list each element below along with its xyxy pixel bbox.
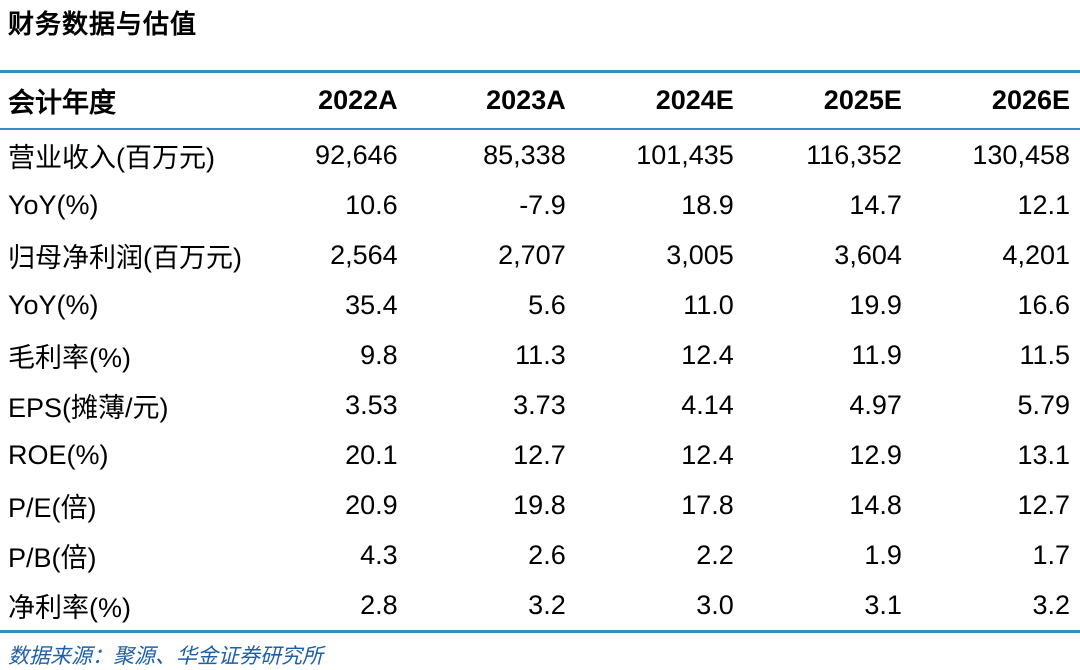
- table-row: 营业收入(百万元) 92,646 85,338 101,435 116,352 …: [0, 129, 1080, 180]
- table-row: P/B(倍) 4.3 2.6 2.2 1.9 1.7: [0, 530, 1080, 580]
- cell-value: 17.8: [681, 489, 734, 520]
- row-label: 净利率(%): [8, 592, 131, 623]
- cell-value: 20.1: [345, 439, 398, 470]
- cell-value: 116,352: [806, 139, 902, 170]
- table-row: EPS(摊薄/元) 3.53 3.73 4.14 4.97 5.79: [0, 380, 1080, 430]
- cell-value: 11.0: [683, 289, 734, 320]
- cell-value: 2.6: [528, 539, 566, 570]
- cell-value: 12.1: [1017, 189, 1070, 220]
- table-row: ROE(%) 20.1 12.7 12.4 12.9 13.1: [0, 430, 1080, 480]
- cell-value: 2,707: [498, 239, 566, 270]
- cell-value: 5.79: [1017, 389, 1070, 420]
- cell-value: 12.4: [681, 439, 734, 470]
- table-row: YoY(%) 35.4 5.6 11.0 19.9 16.6: [0, 280, 1080, 330]
- row-label: 毛利率(%): [8, 342, 131, 373]
- cell-value: -7.9: [519, 189, 566, 220]
- table-row: YoY(%) 10.6 -7.9 18.9 14.7 12.1: [0, 180, 1080, 230]
- cell-value: 2,564: [330, 239, 398, 270]
- cell-value: 4.3: [360, 539, 398, 570]
- cell-value: 92,646: [315, 139, 398, 170]
- cell-value: 12.7: [1017, 489, 1070, 520]
- cell-value: 1.7: [1032, 539, 1070, 570]
- row-label: 归母净利润(百万元): [8, 242, 242, 273]
- cell-value: 19.9: [849, 289, 902, 320]
- cell-value: 2.8: [360, 589, 398, 620]
- cell-value: 14.8: [849, 489, 902, 520]
- header-label: 会计年度: [0, 73, 292, 130]
- cell-value: 11.9: [851, 339, 902, 370]
- cell-value: 3.1: [864, 589, 902, 620]
- row-label: YoY(%): [8, 289, 99, 320]
- cell-value: 3.2: [528, 589, 566, 620]
- cell-value: 11.3: [515, 339, 566, 370]
- source-note: 数据来源：聚源、华金证券研究所: [8, 644, 323, 668]
- row-label: ROE(%): [8, 439, 109, 470]
- row-label: EPS(摊薄/元): [8, 392, 169, 423]
- cell-value: 3,604: [834, 239, 902, 270]
- cell-value: 2.2: [696, 539, 734, 570]
- cell-value: 3.2: [1032, 589, 1070, 620]
- cell-value: 11.5: [1019, 339, 1070, 370]
- cell-value: 5.6: [528, 289, 566, 320]
- table-row: 归母净利润(百万元) 2,564 2,707 3,005 3,604 4,201: [0, 230, 1080, 280]
- header-2022a: 2022A: [291, 73, 408, 130]
- cell-value: 3,005: [666, 239, 734, 270]
- cell-value: 18.9: [681, 189, 734, 220]
- row-label: 营业收入(百万元): [8, 142, 215, 173]
- cell-value: 35.4: [345, 289, 398, 320]
- page-title: 财务数据与估值: [8, 10, 198, 40]
- cell-value: 12.7: [513, 439, 566, 470]
- cell-value: 130,458: [972, 139, 1070, 170]
- cell-value: 101,435: [636, 139, 734, 170]
- cell-value: 16.6: [1017, 289, 1070, 320]
- cell-value: 3.53: [345, 389, 398, 420]
- header-2026e: 2026E: [911, 73, 1080, 130]
- cell-value: 20.9: [345, 489, 398, 520]
- header-2024e: 2024E: [575, 73, 744, 130]
- header-2023a: 2023A: [407, 73, 576, 130]
- cell-value: 19.8: [513, 489, 566, 520]
- table-row: 毛利率(%) 9.8 11.3 12.4 11.9 11.5: [0, 330, 1080, 380]
- cell-value: 85,338: [483, 139, 566, 170]
- financial-table: 会计年度 2022A 2023A 2024E 2025E 2026E 营业收入(…: [0, 70, 1080, 633]
- row-label: P/E(倍): [8, 492, 97, 523]
- cell-value: 4,201: [1002, 239, 1070, 270]
- row-label: P/B(倍): [8, 542, 97, 573]
- row-label: YoY(%): [8, 189, 99, 220]
- cell-value: 3.0: [696, 589, 734, 620]
- cell-value: 10.6: [345, 189, 398, 220]
- cell-value: 13.1: [1017, 439, 1070, 470]
- cell-value: 3.73: [513, 389, 566, 420]
- cell-value: 4.14: [681, 389, 734, 420]
- table-row: 净利率(%) 2.8 3.2 3.0 3.1 3.2: [0, 580, 1080, 630]
- cell-value: 4.97: [849, 389, 902, 420]
- cell-value: 12.4: [681, 339, 734, 370]
- table-row: P/E(倍) 20.9 19.8 17.8 14.8 12.7: [0, 480, 1080, 530]
- cell-value: 9.8: [360, 339, 398, 370]
- cell-value: 12.9: [849, 439, 902, 470]
- header-2025e: 2025E: [743, 73, 912, 130]
- cell-value: 1.9: [864, 539, 902, 570]
- cell-value: 14.7: [849, 189, 902, 220]
- table-header-row: 会计年度 2022A 2023A 2024E 2025E 2026E: [0, 73, 1080, 130]
